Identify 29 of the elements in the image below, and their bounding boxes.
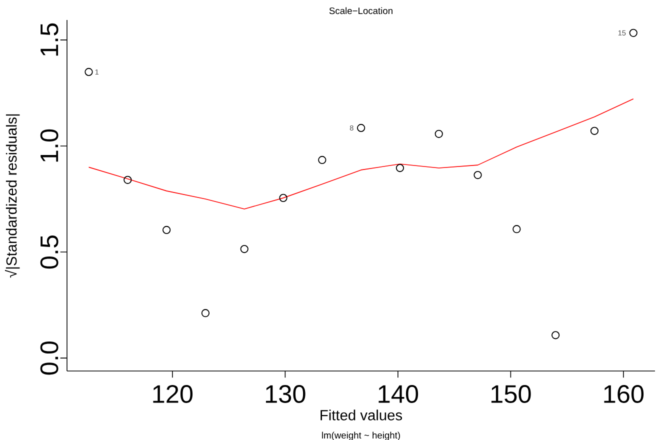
y-tick-label: 0.0	[40, 341, 58, 375]
point	[590, 126, 599, 135]
x-tick-label: 120	[153, 385, 193, 403]
point	[162, 226, 171, 234]
y-axis-title: √|Standardized residuals|	[4, 114, 20, 278]
point	[356, 124, 366, 132]
point	[240, 244, 248, 254]
point	[318, 156, 326, 164]
y-tick-label: 1.0	[40, 129, 58, 162]
point	[474, 170, 482, 180]
text: lm(weight ~ height)	[322, 432, 400, 440]
point	[629, 28, 638, 38]
point	[434, 130, 443, 138]
point	[512, 225, 521, 234]
y-tick-label: 0.5	[40, 235, 58, 269]
x-tick-label: 130	[266, 385, 306, 403]
x-tick-label: 140	[378, 385, 418, 403]
point	[84, 68, 93, 76]
point	[124, 176, 132, 184]
point	[551, 331, 560, 340]
x-tick-label: 160	[604, 385, 644, 403]
point	[279, 194, 288, 202]
x-axis-title: Fitted values	[320, 410, 402, 420]
y-tick-label: 1.5	[40, 23, 58, 56]
x-tick-label: 150	[491, 385, 531, 403]
chart-title: Scale−Location	[329, 7, 392, 14]
point	[201, 309, 210, 318]
point	[396, 164, 404, 172]
line-series	[88, 98, 634, 210]
